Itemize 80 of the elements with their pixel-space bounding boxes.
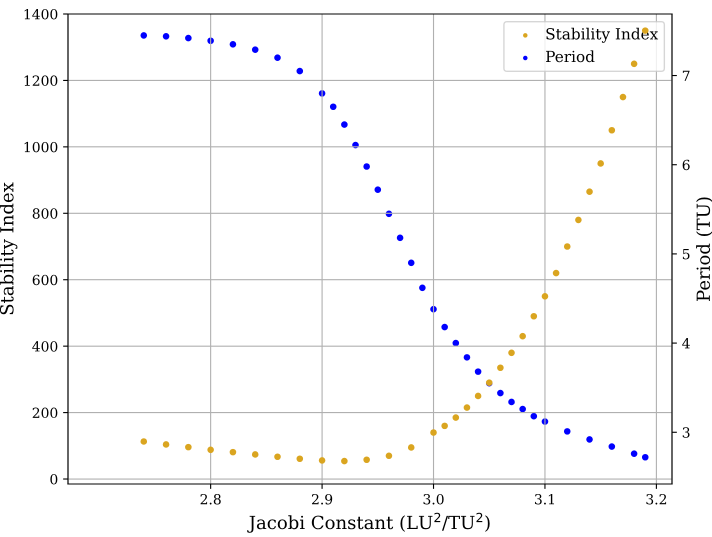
point — [597, 160, 604, 167]
point — [363, 456, 370, 464]
point — [586, 188, 593, 195]
y-tick-label: 800 — [32, 208, 58, 219]
point — [230, 448, 236, 456]
y-tick-label: 0 — [50, 474, 58, 484]
point — [341, 458, 348, 464]
point — [396, 234, 404, 242]
y-tick-label: 400 — [32, 341, 58, 352]
point — [162, 441, 170, 448]
point — [419, 284, 426, 292]
point — [508, 398, 515, 406]
x-tick-label: 3.1 — [534, 494, 554, 504]
point — [575, 216, 582, 224]
y2-tick-label: 7 — [682, 70, 690, 81]
point — [608, 126, 616, 134]
point — [408, 260, 415, 266]
y-tick-label: 1400 — [24, 8, 58, 20]
x-tick-label: 2.9 — [312, 494, 332, 504]
point — [552, 270, 560, 276]
point — [564, 243, 571, 250]
point — [620, 94, 626, 100]
y2-tick-label: 5 — [682, 249, 690, 260]
point — [274, 54, 281, 61]
point — [296, 68, 304, 74]
point — [530, 312, 538, 320]
y-tick-label: 1000 — [24, 142, 58, 152]
point — [185, 444, 192, 450]
point — [474, 392, 482, 400]
point — [564, 428, 571, 435]
point — [318, 457, 326, 464]
point — [341, 121, 348, 128]
point — [630, 450, 638, 457]
point — [374, 186, 382, 193]
point — [642, 454, 649, 461]
point — [296, 455, 304, 462]
y-axis-title: Stability Index — [0, 182, 18, 314]
point — [542, 293, 548, 300]
point — [441, 324, 448, 330]
y-tick-label: 200 — [32, 408, 58, 418]
point — [530, 412, 538, 420]
point — [508, 350, 515, 356]
y2-tick-label: 3 — [682, 427, 690, 438]
point — [330, 103, 337, 110]
point — [608, 443, 616, 450]
point — [252, 451, 259, 458]
point — [430, 429, 437, 436]
x-tick-label: 3.0 — [424, 494, 444, 504]
legend-label: Stability Index — [546, 28, 658, 43]
point — [140, 32, 148, 39]
y-tick-label: 1200 — [24, 75, 58, 86]
point — [441, 422, 448, 430]
legend-label: Period — [546, 50, 595, 62]
point — [230, 41, 236, 48]
point — [408, 444, 415, 451]
point — [497, 390, 504, 396]
point — [386, 452, 392, 460]
point — [274, 453, 281, 460]
point — [519, 406, 526, 412]
point — [464, 404, 470, 411]
point — [452, 414, 460, 421]
point — [162, 33, 170, 40]
y2-tick-label: 4 — [682, 338, 690, 348]
point — [630, 60, 638, 68]
point — [464, 354, 470, 361]
point — [185, 34, 192, 42]
point — [497, 364, 504, 372]
y-tick-label: 600 — [32, 274, 58, 286]
x-tick-label: 2.8 — [200, 494, 221, 504]
y2-tick-label: 6 — [682, 160, 690, 170]
point — [452, 340, 460, 346]
point — [519, 332, 526, 340]
point — [252, 46, 259, 53]
x-axis-title: Jacobi Constant (LU$^{2}$/TU$^{2}$) — [247, 512, 490, 533]
point — [474, 368, 482, 375]
point — [207, 446, 214, 454]
x-tick-label: 3.2 — [646, 494, 666, 504]
point — [586, 436, 593, 443]
point — [140, 438, 148, 445]
point — [363, 163, 370, 170]
